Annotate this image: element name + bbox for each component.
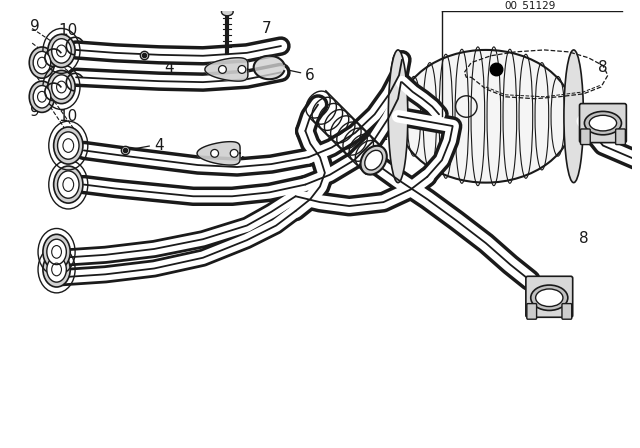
Polygon shape bbox=[197, 142, 240, 165]
Text: 5: 5 bbox=[262, 159, 271, 175]
Ellipse shape bbox=[536, 289, 563, 306]
Text: 6: 6 bbox=[305, 68, 315, 83]
Ellipse shape bbox=[58, 132, 79, 159]
Ellipse shape bbox=[48, 34, 75, 68]
Ellipse shape bbox=[230, 150, 238, 157]
Ellipse shape bbox=[58, 171, 79, 198]
Ellipse shape bbox=[398, 50, 573, 183]
FancyBboxPatch shape bbox=[580, 103, 627, 142]
Text: 3: 3 bbox=[305, 177, 315, 192]
Text: 00_51129: 00_51129 bbox=[504, 0, 556, 11]
Ellipse shape bbox=[47, 239, 67, 265]
FancyBboxPatch shape bbox=[526, 276, 573, 317]
Text: 4: 4 bbox=[164, 60, 173, 75]
Ellipse shape bbox=[584, 112, 621, 135]
Polygon shape bbox=[205, 58, 248, 81]
Text: 9: 9 bbox=[30, 104, 40, 119]
Ellipse shape bbox=[531, 285, 568, 310]
Text: 7: 7 bbox=[262, 21, 271, 36]
Ellipse shape bbox=[29, 81, 54, 112]
Text: 10: 10 bbox=[59, 23, 78, 38]
Ellipse shape bbox=[47, 257, 67, 282]
Text: 10: 10 bbox=[59, 109, 78, 124]
Ellipse shape bbox=[43, 252, 70, 287]
Text: 1: 1 bbox=[437, 207, 447, 221]
Text: 8: 8 bbox=[579, 231, 588, 246]
Ellipse shape bbox=[52, 39, 71, 63]
Ellipse shape bbox=[48, 70, 75, 103]
Ellipse shape bbox=[52, 75, 71, 99]
Ellipse shape bbox=[43, 234, 70, 269]
Ellipse shape bbox=[33, 86, 51, 108]
Ellipse shape bbox=[221, 8, 233, 16]
FancyBboxPatch shape bbox=[562, 304, 572, 319]
Ellipse shape bbox=[360, 146, 387, 175]
Ellipse shape bbox=[29, 47, 54, 78]
Ellipse shape bbox=[365, 151, 383, 170]
Text: 9: 9 bbox=[30, 19, 40, 34]
Ellipse shape bbox=[238, 65, 246, 73]
FancyBboxPatch shape bbox=[527, 304, 536, 319]
Ellipse shape bbox=[564, 50, 584, 183]
FancyBboxPatch shape bbox=[616, 129, 625, 145]
Ellipse shape bbox=[54, 166, 83, 203]
Ellipse shape bbox=[33, 52, 51, 74]
Text: 8: 8 bbox=[598, 60, 608, 75]
FancyBboxPatch shape bbox=[580, 129, 590, 145]
Polygon shape bbox=[253, 56, 284, 79]
Ellipse shape bbox=[211, 150, 218, 157]
Text: 2: 2 bbox=[379, 128, 388, 143]
Ellipse shape bbox=[589, 115, 616, 131]
Ellipse shape bbox=[388, 50, 408, 183]
Ellipse shape bbox=[218, 65, 227, 73]
Text: 4: 4 bbox=[154, 138, 164, 153]
Ellipse shape bbox=[54, 127, 83, 164]
